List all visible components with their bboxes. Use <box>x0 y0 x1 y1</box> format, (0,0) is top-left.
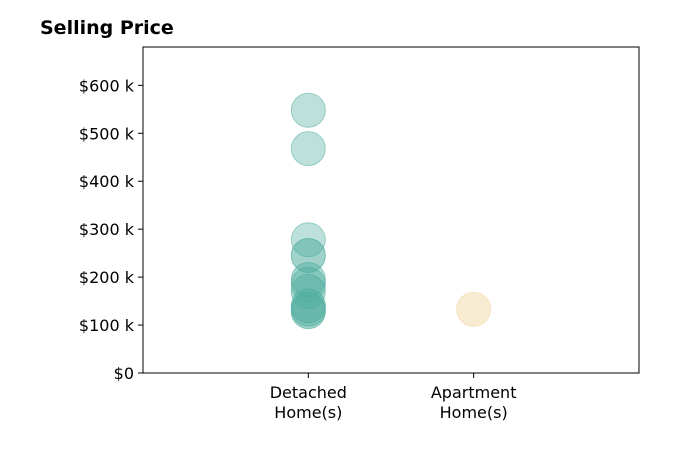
x-category-label: Detached Home(s) <box>270 383 347 422</box>
y-tick-label: $600 k <box>79 76 135 95</box>
data-point <box>290 92 326 128</box>
y-tick-label: $200 k <box>79 268 135 287</box>
y-tick-label: $500 k <box>79 124 135 143</box>
y-tick-label: $0 <box>114 364 134 383</box>
data-point <box>456 291 492 327</box>
y-tick-label: $100 k <box>79 316 135 335</box>
y-tick-label: $300 k <box>79 220 135 239</box>
y-axis: $0 $100 k $200 k $300 k $400 k $500 k $600 k <box>79 76 143 383</box>
plot-frame <box>142 46 640 374</box>
x-axis: Detached Home(s) Apartment Home(s) <box>270 373 517 422</box>
data-point <box>290 294 326 330</box>
data-point <box>290 238 326 274</box>
y-tick-label: $400 k <box>79 172 135 191</box>
x-category-label: Apartment Home(s) <box>431 383 517 422</box>
plot-points <box>290 92 492 330</box>
chart-title: Selling Price <box>40 17 174 39</box>
data-point <box>290 131 326 167</box>
